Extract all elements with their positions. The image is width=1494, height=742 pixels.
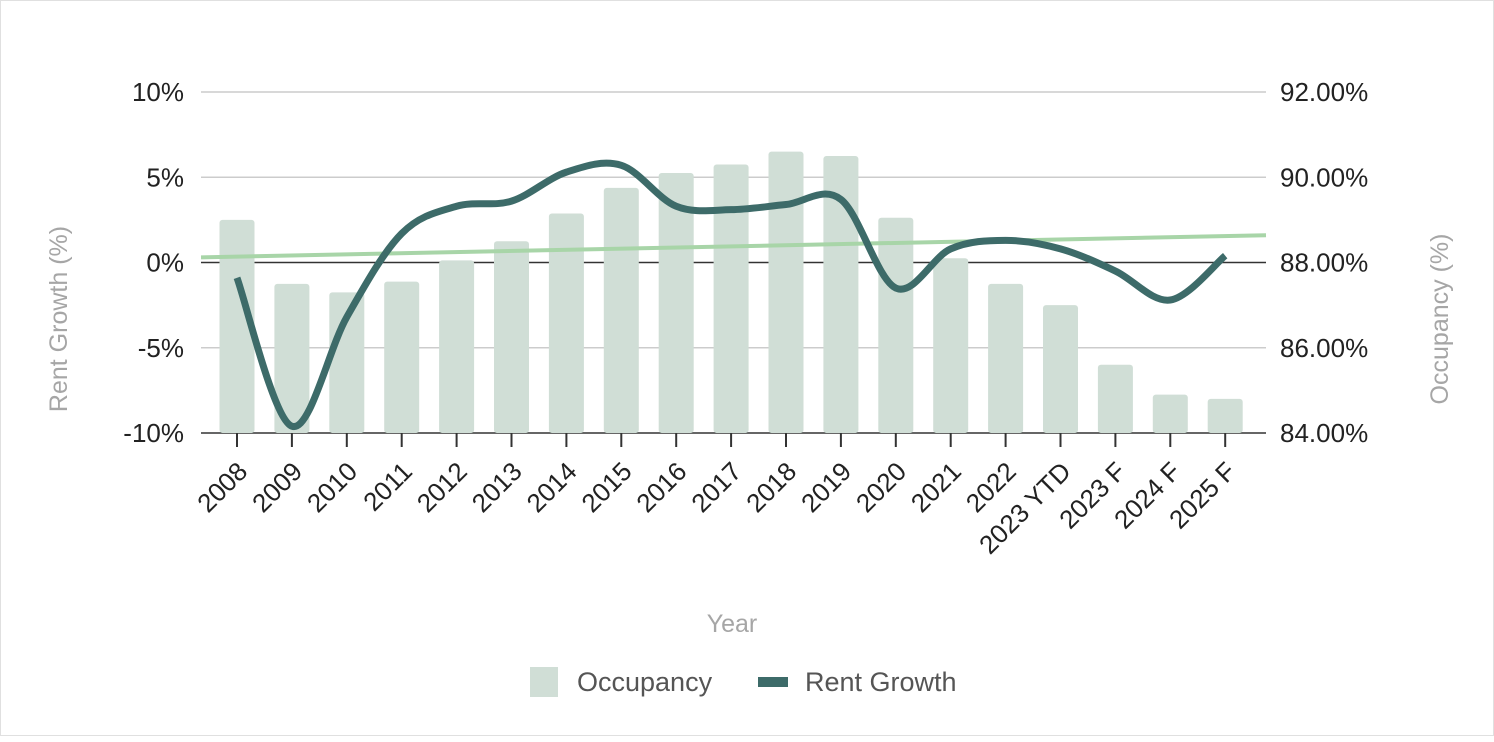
x-tick-label: 2015: [575, 456, 637, 518]
x-tick-label: 2009: [246, 456, 308, 518]
occupancy-bar: [1208, 399, 1243, 433]
legend-occupancy-label: Occupancy: [577, 667, 713, 697]
x-tick-label: 2008: [191, 456, 253, 518]
x-tick-label: 2013: [466, 456, 528, 518]
occupancy-bar: [988, 284, 1023, 433]
x-tick-label: 2020: [850, 456, 912, 518]
occupancy-bar: [384, 282, 419, 433]
x-axis-title: Year: [707, 610, 758, 638]
y-axis-right-title: Occupancy (%): [1426, 234, 1454, 405]
y-right-tick-label: 86.00%: [1280, 333, 1368, 363]
x-tick-label: 2017: [685, 456, 747, 518]
x-tick-label: 2011: [357, 456, 418, 517]
x-tick-label: 2012: [411, 456, 473, 518]
occupancy-bar: [714, 164, 749, 433]
y-left-tick-label: -10%: [123, 418, 184, 448]
y-axis-left-title: Rent Growth (%): [45, 226, 73, 412]
occupancy-bar: [1098, 365, 1133, 433]
x-tick-label: 2016: [630, 456, 692, 518]
occupancy-bar: [439, 260, 474, 433]
legend: Occupancy Rent Growth: [530, 667, 957, 697]
x-tick-label: 2018: [740, 456, 802, 518]
x-tick-label: 2019: [795, 456, 857, 518]
y-left-tick-label: 10%: [132, 77, 184, 107]
occupancy-bar: [878, 218, 913, 433]
y-right-tick-label: 88.00%: [1280, 248, 1368, 278]
y-right-tick-label: 90.00%: [1280, 162, 1368, 192]
occupancy-bar: [1043, 305, 1078, 433]
legend-rent-growth-label: Rent Growth: [805, 667, 957, 697]
occupancy-bar: [604, 188, 639, 433]
x-tick-label: 2021: [905, 456, 967, 518]
x-tick-label: 2014: [521, 456, 583, 518]
occupancy-bar: [769, 152, 804, 433]
x-tick-label: 2010: [301, 456, 363, 518]
y-left-tick-label: 5%: [146, 162, 184, 192]
occupancy-bar: [549, 213, 584, 433]
y-right-tick-label: 84.00%: [1280, 418, 1368, 448]
y-left-tick-label: 0%: [146, 248, 184, 278]
occupancy-bar: [933, 258, 968, 433]
legend-occupancy-swatch: [530, 667, 558, 697]
legend-rent-growth-swatch: [758, 677, 788, 687]
occupancy-bar: [1153, 395, 1188, 433]
occupancy-bar: [494, 241, 529, 433]
occupancy-bars: [220, 152, 1243, 433]
y-right-tick-label: 92.00%: [1280, 77, 1368, 107]
y-left-tick-label: -5%: [138, 333, 184, 363]
